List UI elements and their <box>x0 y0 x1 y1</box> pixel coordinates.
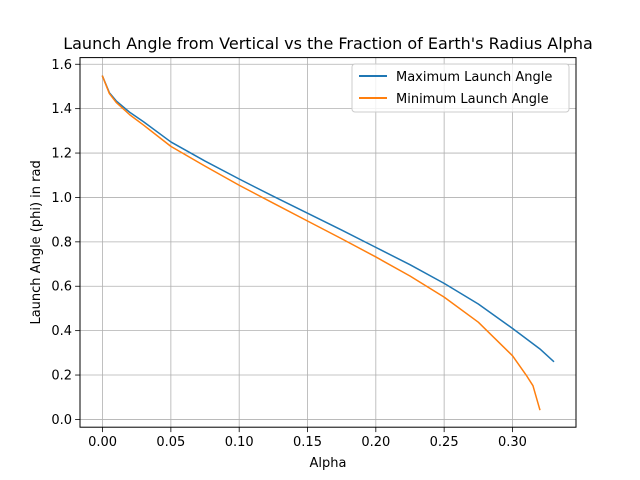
y-tick-label: 0.4 <box>51 324 72 339</box>
plot-frame <box>79 57 577 428</box>
chart-title: Launch Angle from Vertical vs the Fracti… <box>63 34 593 53</box>
y-tick-label: 0.2 <box>51 369 72 384</box>
x-axis-label: Alpha <box>310 456 347 471</box>
x-tick-label: 0.30 <box>498 435 527 450</box>
legend-box <box>351 63 570 113</box>
x-tick-label: 0.00 <box>88 435 117 450</box>
y-axis-label: Launch Angle (phi) in rad <box>29 160 44 324</box>
x-tick-label: 0.10 <box>225 435 254 450</box>
x-tick-label: 0.25 <box>430 435 459 450</box>
y-tick-label: 1.4 <box>51 102 72 117</box>
x-tick-label: 0.15 <box>293 435 322 450</box>
y-tick-label: 1.2 <box>51 147 72 162</box>
y-tick-label: 0.6 <box>51 280 72 295</box>
y-tick-label: 0.8 <box>51 235 72 250</box>
x-tick-label: 0.05 <box>156 435 185 450</box>
legend-label-minimum: Minimum Launch Angle <box>396 92 549 107</box>
minimum-launch-angle-line <box>101 75 541 411</box>
x-tick-label: 0.20 <box>361 435 390 450</box>
maximum-launch-angle-line <box>101 75 555 363</box>
y-tick-label: 1.0 <box>51 191 72 206</box>
legend: Maximum Launch Angle Minimum Launch Angl… <box>351 63 570 113</box>
series-lines <box>101 75 555 411</box>
grid-lines <box>80 57 576 428</box>
y-tick-label: 1.6 <box>51 58 72 73</box>
y-tick-label: 0.0 <box>51 413 72 428</box>
axis-ticks: 0.00 0.05 0.10 0.15 0.20 0.25 0.30 0.0 0.2 0.4 0.6… <box>51 58 527 450</box>
legend-label-maximum: Maximum Launch Angle <box>396 70 552 85</box>
